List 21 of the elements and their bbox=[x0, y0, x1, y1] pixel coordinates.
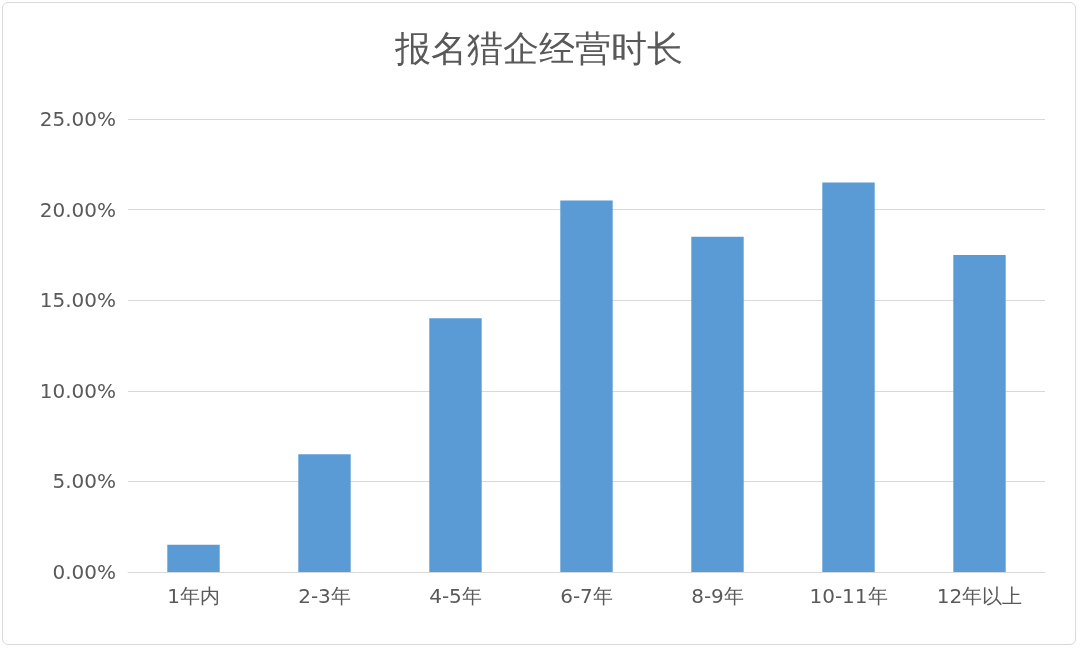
bar bbox=[953, 254, 1006, 572]
x-tick-label: 8-9年 bbox=[691, 584, 744, 608]
x-tick-label: 2-3年 bbox=[298, 584, 351, 608]
x-tick-label: 6-7年 bbox=[560, 584, 613, 608]
bar bbox=[691, 236, 744, 572]
y-tick-label: 10.00% bbox=[39, 378, 116, 403]
bar bbox=[429, 318, 482, 572]
chart-title: 报名猎企经营时长 bbox=[394, 27, 683, 69]
y-tick-label: 25.00% bbox=[39, 107, 116, 131]
bar bbox=[560, 200, 613, 572]
bar bbox=[822, 182, 875, 572]
x-tick-label: 10-11年 bbox=[809, 584, 888, 608]
x-tick-label: 12年以上 bbox=[936, 584, 1023, 608]
bar bbox=[167, 544, 220, 572]
x-tick-label: 4-5年 bbox=[429, 584, 482, 608]
y-tick-label: 0.00% bbox=[52, 560, 116, 584]
x-tick-label: 1年内 bbox=[167, 584, 220, 608]
y-tick-label: 20.00% bbox=[39, 197, 116, 222]
y-tick-label: 15.00% bbox=[39, 288, 116, 313]
bar bbox=[298, 454, 351, 572]
y-tick-label: 5.00% bbox=[52, 469, 116, 494]
